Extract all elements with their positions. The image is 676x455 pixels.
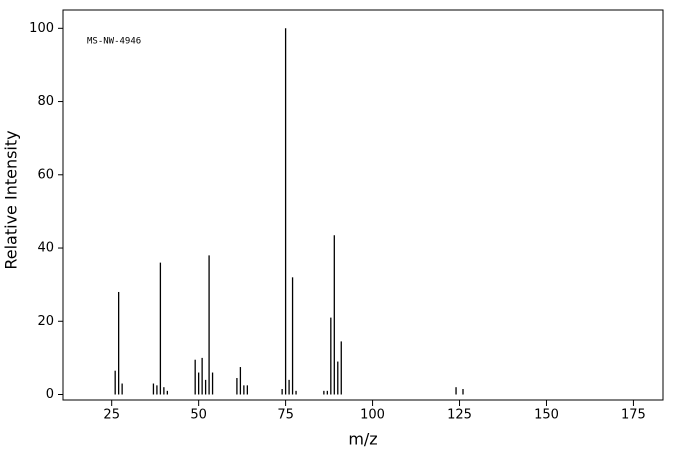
y-tick-label: 20 bbox=[37, 314, 54, 329]
x-tick-label: 50 bbox=[190, 408, 207, 423]
y-tick-label: 40 bbox=[37, 241, 54, 256]
x-axis-label: m/z bbox=[348, 430, 377, 449]
y-tick-label: 100 bbox=[29, 21, 54, 36]
annotation: MS-NW-4946 bbox=[87, 37, 141, 47]
x-tick-label: 100 bbox=[360, 408, 385, 423]
x-tick-label: 25 bbox=[103, 408, 120, 423]
x-tick-label: 125 bbox=[447, 408, 472, 423]
plot-frame bbox=[62, 9, 664, 401]
y-axis-label: Relative Intensity bbox=[2, 130, 21, 269]
x-tick-label: 175 bbox=[621, 408, 646, 423]
y-tick-label: 0 bbox=[46, 387, 54, 402]
x-tick-label: 75 bbox=[277, 408, 294, 423]
x-tick-label: 150 bbox=[534, 408, 559, 423]
y-tick-label: 80 bbox=[37, 94, 54, 109]
y-tick-label: 60 bbox=[37, 167, 54, 182]
